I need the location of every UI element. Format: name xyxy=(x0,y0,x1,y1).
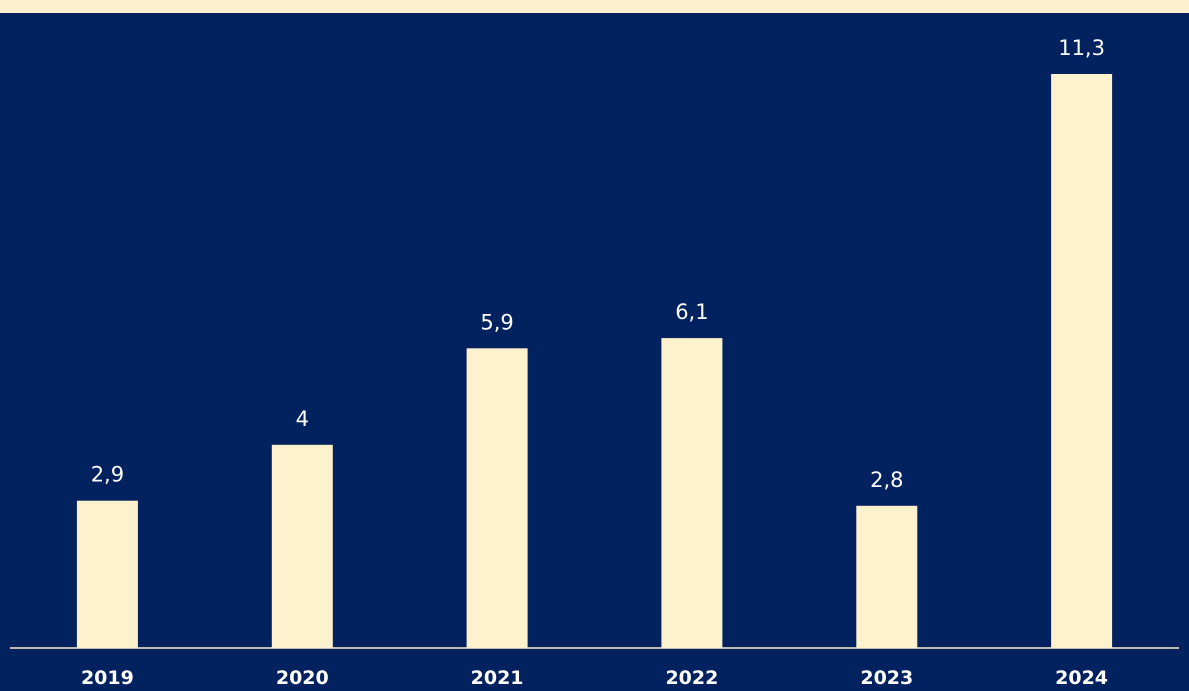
value-label-2024: 11,3 xyxy=(1058,36,1105,60)
bar-2024 xyxy=(1051,74,1113,648)
bars-group xyxy=(76,74,1113,648)
x-tick-label-2020: 2020 xyxy=(276,667,329,689)
bar-2022 xyxy=(661,338,723,648)
x-tick-label-2024: 2024 xyxy=(1055,667,1108,689)
value-label-2023: 2,8 xyxy=(870,468,903,492)
x-tick-label-2022: 2022 xyxy=(665,667,718,689)
value-labels-group: 2,9 4 5,9 6,1 2,8 11,3 xyxy=(91,36,1105,492)
plot-area xyxy=(0,13,1189,691)
bar-2021 xyxy=(466,348,528,648)
x-tick-labels-group: 2019 2020 2021 2022 2023 2024 xyxy=(81,667,1108,689)
x-tick-label-2023: 2023 xyxy=(860,667,913,689)
bar-2023 xyxy=(856,505,918,648)
bar-2019 xyxy=(76,500,138,648)
value-label-2020: 4 xyxy=(296,407,309,431)
bar-2020 xyxy=(271,444,333,648)
value-label-2021: 5,9 xyxy=(480,310,513,334)
x-tick-label-2019: 2019 xyxy=(81,667,134,689)
value-label-2019: 2,9 xyxy=(91,463,124,487)
value-label-2022: 6,1 xyxy=(675,300,708,324)
x-tick-label-2021: 2021 xyxy=(471,667,524,689)
